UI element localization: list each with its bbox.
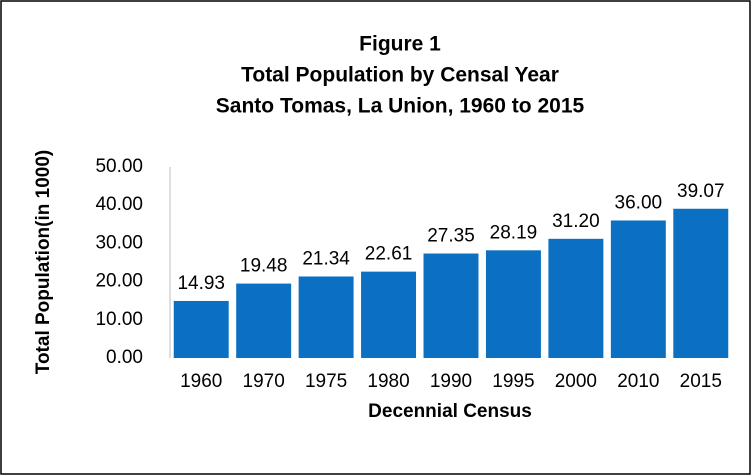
bar <box>485 250 541 358</box>
y-tick-label: 0.00 <box>106 347 143 368</box>
data-label: 39.07 <box>677 181 725 202</box>
y-axis-title: Total Population(in 1000) <box>33 150 54 375</box>
y-tick-label: 50.00 <box>95 156 143 177</box>
data-label: 21.34 <box>302 248 350 269</box>
y-tick-label: 10.00 <box>95 309 143 330</box>
x-tick-label: 1960 <box>180 371 222 392</box>
data-label: 31.20 <box>552 211 600 232</box>
data-label: 14.93 <box>177 273 225 294</box>
y-tick-label: 20.00 <box>95 271 143 292</box>
data-label: 27.35 <box>427 226 475 247</box>
bar <box>298 276 354 358</box>
y-tick-label: 30.00 <box>95 232 143 253</box>
bar <box>673 208 729 358</box>
bar <box>361 271 417 358</box>
x-tick-label: 1975 <box>305 371 347 392</box>
y-tick-label: 40.00 <box>95 194 143 215</box>
x-tick-label: 1990 <box>430 371 472 392</box>
x-tick-label: 1970 <box>243 371 285 392</box>
chart-title: Santo Tomas, La Union, 1960 to 2015 <box>216 95 585 118</box>
data-label: 19.48 <box>240 256 288 277</box>
x-tick-label: 2015 <box>680 371 722 392</box>
chart-title: Figure 1 <box>359 33 441 56</box>
bar <box>548 238 604 358</box>
x-tick-label: 2010 <box>617 371 659 392</box>
x-axis-title: Decennial Census <box>368 401 532 422</box>
bar <box>610 220 666 358</box>
bar <box>236 283 292 358</box>
x-tick-label: 2000 <box>555 371 597 392</box>
data-label: 28.19 <box>490 222 538 243</box>
chart-title: Total Population by Censal Year <box>241 64 559 87</box>
bar <box>423 253 479 358</box>
bar <box>173 300 229 358</box>
data-label: 22.61 <box>365 244 413 265</box>
data-label: 36.00 <box>615 192 663 213</box>
x-tick-label: 1980 <box>367 371 409 392</box>
x-tick-label: 1995 <box>492 371 534 392</box>
